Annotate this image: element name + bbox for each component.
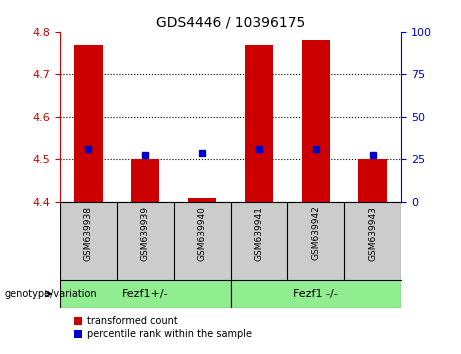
Bar <box>188 198 216 202</box>
Text: GSM639943: GSM639943 <box>368 206 377 261</box>
Bar <box>60 280 230 308</box>
Text: GSM639940: GSM639940 <box>198 206 207 261</box>
Text: Fezf1+/-: Fezf1+/- <box>122 289 169 299</box>
Text: GSM639942: GSM639942 <box>311 206 320 261</box>
Bar <box>358 159 387 202</box>
Text: GSM639941: GSM639941 <box>254 206 263 261</box>
Legend: transformed count, percentile rank within the sample: transformed count, percentile rank withi… <box>74 316 252 339</box>
Bar <box>301 40 330 202</box>
Bar <box>131 159 160 202</box>
Text: Fezf1 -/-: Fezf1 -/- <box>293 289 338 299</box>
Text: GSM639939: GSM639939 <box>141 206 150 261</box>
Bar <box>230 280 401 308</box>
Text: genotype/variation: genotype/variation <box>5 289 97 299</box>
Bar <box>74 45 102 202</box>
Text: GSM639938: GSM639938 <box>84 206 93 261</box>
Title: GDS4446 / 10396175: GDS4446 / 10396175 <box>156 15 305 29</box>
Bar <box>245 45 273 202</box>
